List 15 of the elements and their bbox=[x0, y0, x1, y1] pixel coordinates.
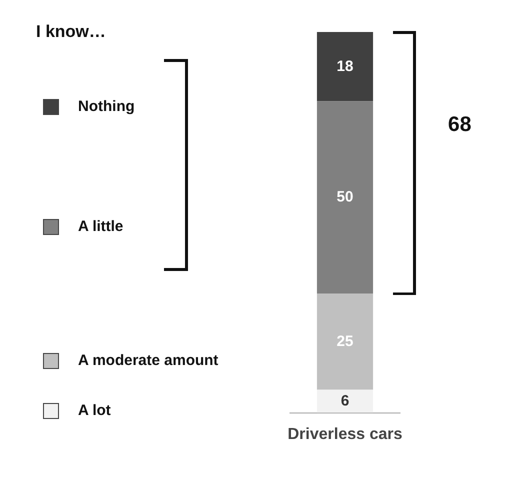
data-label: 6 bbox=[340, 392, 350, 410]
legend-label: Nothing bbox=[78, 98, 135, 115]
legend-title: I know… bbox=[36, 22, 106, 42]
data-label: 25 bbox=[336, 332, 354, 350]
data-label: 18 bbox=[336, 58, 354, 75]
bar bbox=[316, 390, 374, 413]
text: 68 bbox=[448, 112, 472, 137]
bar bbox=[316, 101, 374, 294]
bar bbox=[316, 294, 374, 390]
x-tick-label: Driverless cars bbox=[288, 426, 402, 443]
bar bbox=[316, 32, 374, 102]
legend-label: A moderate amount bbox=[78, 352, 218, 369]
legend-label: A lot bbox=[78, 402, 111, 419]
legend-label: A little bbox=[78, 218, 124, 235]
data-label: 50 bbox=[336, 188, 354, 206]
